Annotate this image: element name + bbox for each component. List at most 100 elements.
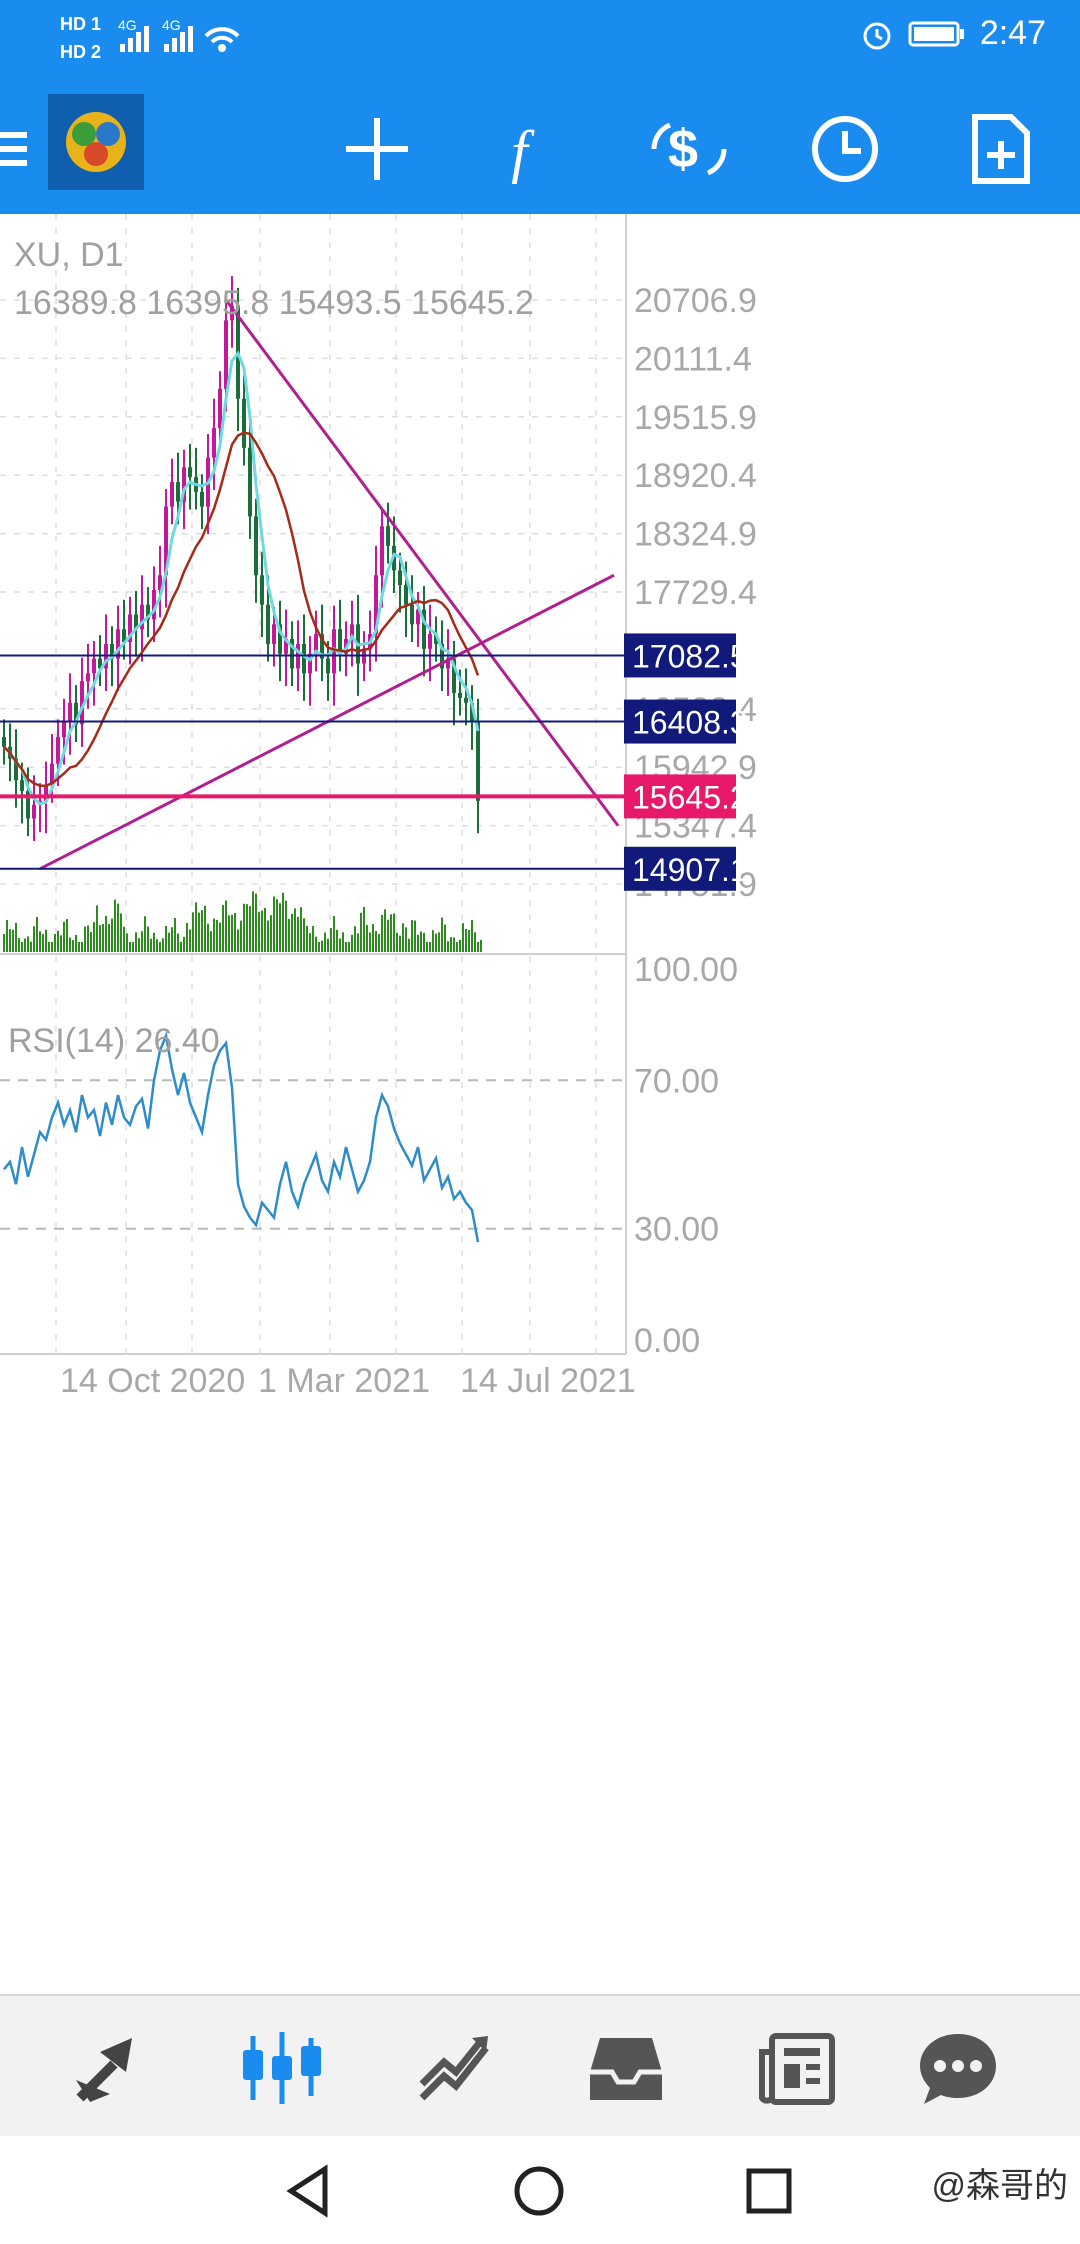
home-icon[interactable] bbox=[504, 2156, 574, 2226]
price-tick-label: 20706.9 bbox=[634, 282, 757, 320]
candle-body bbox=[20, 780, 24, 792]
symbol-change-icon[interactable]: $ bbox=[644, 104, 734, 194]
history-icon[interactable] bbox=[394, 2008, 514, 2128]
candle-body bbox=[158, 575, 162, 590]
date-tick-label: 14 Oct 2020 bbox=[60, 1362, 245, 1400]
status-bar-right: 2:47 bbox=[860, 14, 1046, 53]
candle-body bbox=[398, 570, 402, 586]
candle-body bbox=[224, 320, 228, 389]
candle-body bbox=[74, 702, 78, 725]
candle-body bbox=[410, 604, 414, 625]
level-label: 14907.1 bbox=[632, 852, 748, 888]
candle-body bbox=[266, 604, 270, 644]
back-icon[interactable] bbox=[274, 2156, 344, 2226]
candle-body bbox=[230, 305, 234, 321]
candle-body bbox=[302, 643, 306, 674]
candle-body bbox=[116, 629, 120, 659]
candle-body bbox=[332, 629, 336, 674]
level-box bbox=[624, 699, 736, 744]
candle-body bbox=[248, 447, 252, 517]
rsi-tick-label: 0.00 bbox=[634, 1322, 700, 1360]
candle-body bbox=[350, 624, 354, 640]
candle-body bbox=[134, 614, 138, 630]
candle-body bbox=[32, 804, 36, 819]
price-tick-label: 18920.4 bbox=[634, 457, 757, 495]
candle-body bbox=[458, 692, 462, 698]
candle-body bbox=[50, 763, 54, 786]
candle-body bbox=[110, 643, 114, 659]
candle-body bbox=[200, 491, 204, 507]
date-tick-label: 1 Mar 2021 bbox=[258, 1362, 430, 1400]
menu-icon[interactable] bbox=[0, 104, 42, 194]
battery-icon bbox=[908, 21, 964, 46]
candle-body bbox=[80, 681, 84, 725]
bottom-navigation bbox=[0, 1994, 1080, 2138]
candle-body bbox=[146, 604, 150, 620]
candle-body bbox=[92, 658, 96, 674]
candle-body bbox=[218, 388, 222, 429]
hd2-label: HD 2 bbox=[60, 42, 102, 62]
level-box bbox=[624, 774, 736, 819]
price-tick-label: 18324.9 bbox=[634, 516, 757, 554]
app-logo-icon[interactable] bbox=[46, 94, 146, 190]
inbox-icon[interactable] bbox=[566, 2008, 686, 2128]
clock-time: 2:47 bbox=[979, 14, 1046, 52]
timeframe-icon[interactable] bbox=[800, 104, 890, 194]
candle-body bbox=[464, 697, 468, 703]
candle-body bbox=[212, 428, 216, 458]
new-order-icon[interactable] bbox=[956, 104, 1046, 194]
candle-body bbox=[26, 791, 30, 819]
candle-body bbox=[320, 634, 324, 659]
android-navigation-bar: @森哥的 bbox=[0, 2136, 1080, 2244]
candle-body bbox=[380, 526, 384, 576]
svg-text:4G: 4G bbox=[162, 17, 181, 33]
trendline-descending bbox=[224, 299, 620, 827]
chat-icon[interactable] bbox=[898, 2008, 1018, 2128]
candle-body bbox=[326, 658, 330, 674]
candle-body bbox=[338, 629, 342, 654]
candle-body bbox=[44, 785, 48, 801]
candle-body bbox=[188, 467, 192, 478]
candle-body bbox=[98, 658, 102, 669]
candle-body bbox=[386, 526, 390, 546]
candle-body bbox=[62, 722, 66, 738]
alarm-icon bbox=[863, 22, 891, 49]
svg-text:f: f bbox=[511, 119, 535, 184]
level-box bbox=[624, 846, 736, 891]
trade-icon[interactable] bbox=[50, 2008, 170, 2128]
candle-body bbox=[278, 624, 282, 654]
candle-body bbox=[476, 722, 480, 801]
top-app-bar: HD 1 HD 2 4G 4G 2:47 f bbox=[0, 0, 1080, 214]
candle-body bbox=[284, 639, 288, 654]
news-icon[interactable] bbox=[738, 2008, 858, 2128]
candle-body bbox=[242, 398, 246, 448]
candle-body bbox=[272, 624, 276, 644]
chart-area[interactable]: 20706.9 20111.4 19515.9 18920.4 18324.9 17729… bbox=[0, 214, 1080, 1994]
indicators-icon[interactable]: f bbox=[488, 104, 578, 194]
candle-body bbox=[68, 702, 72, 723]
candle-body bbox=[254, 516, 258, 576]
moving-average-fast bbox=[2, 350, 480, 806]
candle-body bbox=[374, 575, 378, 635]
candle-body bbox=[404, 585, 408, 605]
chart-canvas[interactable]: 20706.9 20111.4 19515.9 18920.4 18324.9 17729… bbox=[0, 214, 1080, 1994]
rsi-tick-label: 70.00 bbox=[634, 1062, 719, 1100]
recents-icon[interactable] bbox=[734, 2156, 804, 2226]
candle-body bbox=[308, 653, 312, 674]
symbol-timeframe: XU, D1 bbox=[14, 236, 124, 274]
candle-body bbox=[182, 467, 186, 502]
candle-body bbox=[452, 658, 456, 693]
crosshair-icon[interactable] bbox=[332, 104, 422, 194]
hd1-label: HD 1 bbox=[60, 14, 102, 34]
svg-text:$: $ bbox=[668, 119, 698, 179]
rsi-tick-label: 30.00 bbox=[634, 1211, 719, 1249]
level-box bbox=[624, 633, 736, 678]
candle-body bbox=[290, 639, 294, 669]
chart-tab-icon[interactable] bbox=[222, 2008, 342, 2128]
candle-body bbox=[428, 634, 432, 649]
candle-body bbox=[152, 589, 156, 620]
chart-background bbox=[0, 214, 1080, 1394]
candle-body bbox=[14, 758, 18, 781]
price-tick-label: 17729.4 bbox=[634, 574, 757, 612]
date-tick-label: 14 Jul 2021 bbox=[460, 1362, 636, 1400]
